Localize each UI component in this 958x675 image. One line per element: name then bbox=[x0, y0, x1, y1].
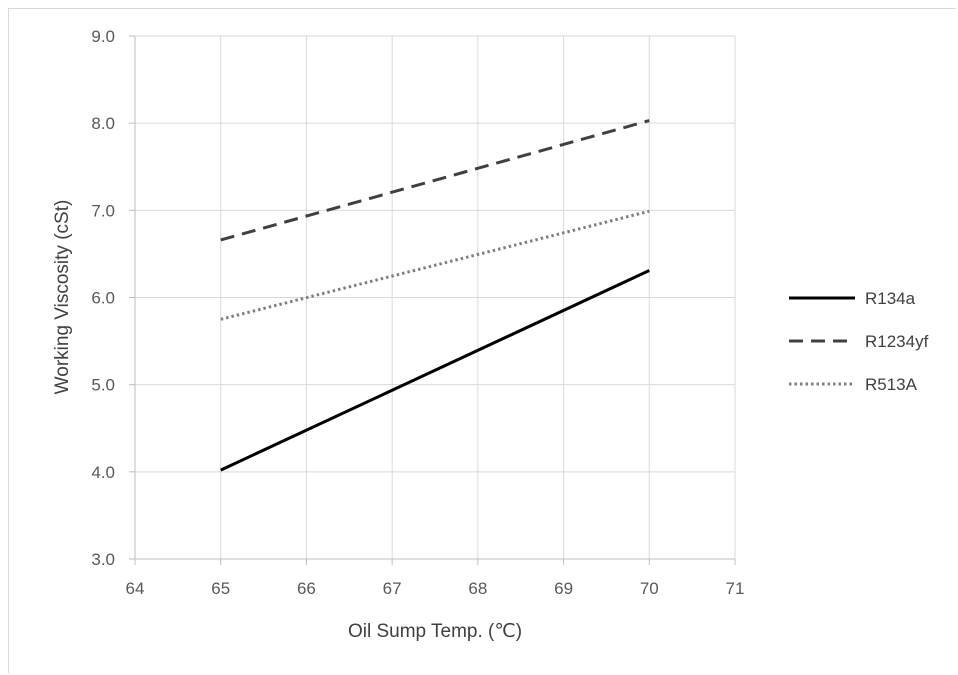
y-tick-label: 5.0 bbox=[91, 376, 115, 395]
series-lines bbox=[220, 119, 650, 472]
x-tick-label: 71 bbox=[726, 579, 745, 598]
chart-frame bbox=[8, 8, 956, 673]
legend-label-r513a: R513A bbox=[865, 375, 918, 394]
x-axis-title: Oil Sump Temp. (℃) bbox=[348, 621, 522, 642]
axes bbox=[129, 35, 736, 565]
grid bbox=[135, 35, 736, 559]
legend-label-r134a: R134a bbox=[865, 289, 916, 308]
tick-labels: 64 65 66 67 68 69 70 71 3.0 4.0 5.0 6.0 7.0 8.0 9.0 bbox=[91, 27, 744, 598]
x-tick-label: 67 bbox=[383, 579, 402, 598]
y-tick-label: 6.0 bbox=[91, 289, 115, 308]
legend-label-r1234yf: R1234yf bbox=[865, 332, 929, 351]
x-tick-label: 68 bbox=[468, 579, 487, 598]
x-tick-label: 65 bbox=[211, 579, 230, 598]
y-tick-label: 7.0 bbox=[91, 201, 115, 220]
series-line-r1234yf bbox=[220, 119, 650, 242]
series-line-r134a bbox=[220, 269, 650, 472]
x-tick-label: 69 bbox=[554, 579, 573, 598]
y-tick-label: 9.0 bbox=[91, 27, 115, 46]
y-tick-label: 3.0 bbox=[91, 550, 115, 569]
y-axis-title: Working Viscosity (cSt) bbox=[52, 200, 73, 395]
legend: R134a R1234yf R513A bbox=[789, 289, 929, 394]
x-tick-label: 66 bbox=[297, 579, 316, 598]
y-tick-label: 8.0 bbox=[91, 114, 115, 133]
y-tick-label: 4.0 bbox=[91, 463, 115, 482]
x-tick-label: 70 bbox=[640, 579, 659, 598]
series-line-r513a bbox=[220, 209, 650, 321]
x-tick-label: 64 bbox=[126, 579, 145, 598]
